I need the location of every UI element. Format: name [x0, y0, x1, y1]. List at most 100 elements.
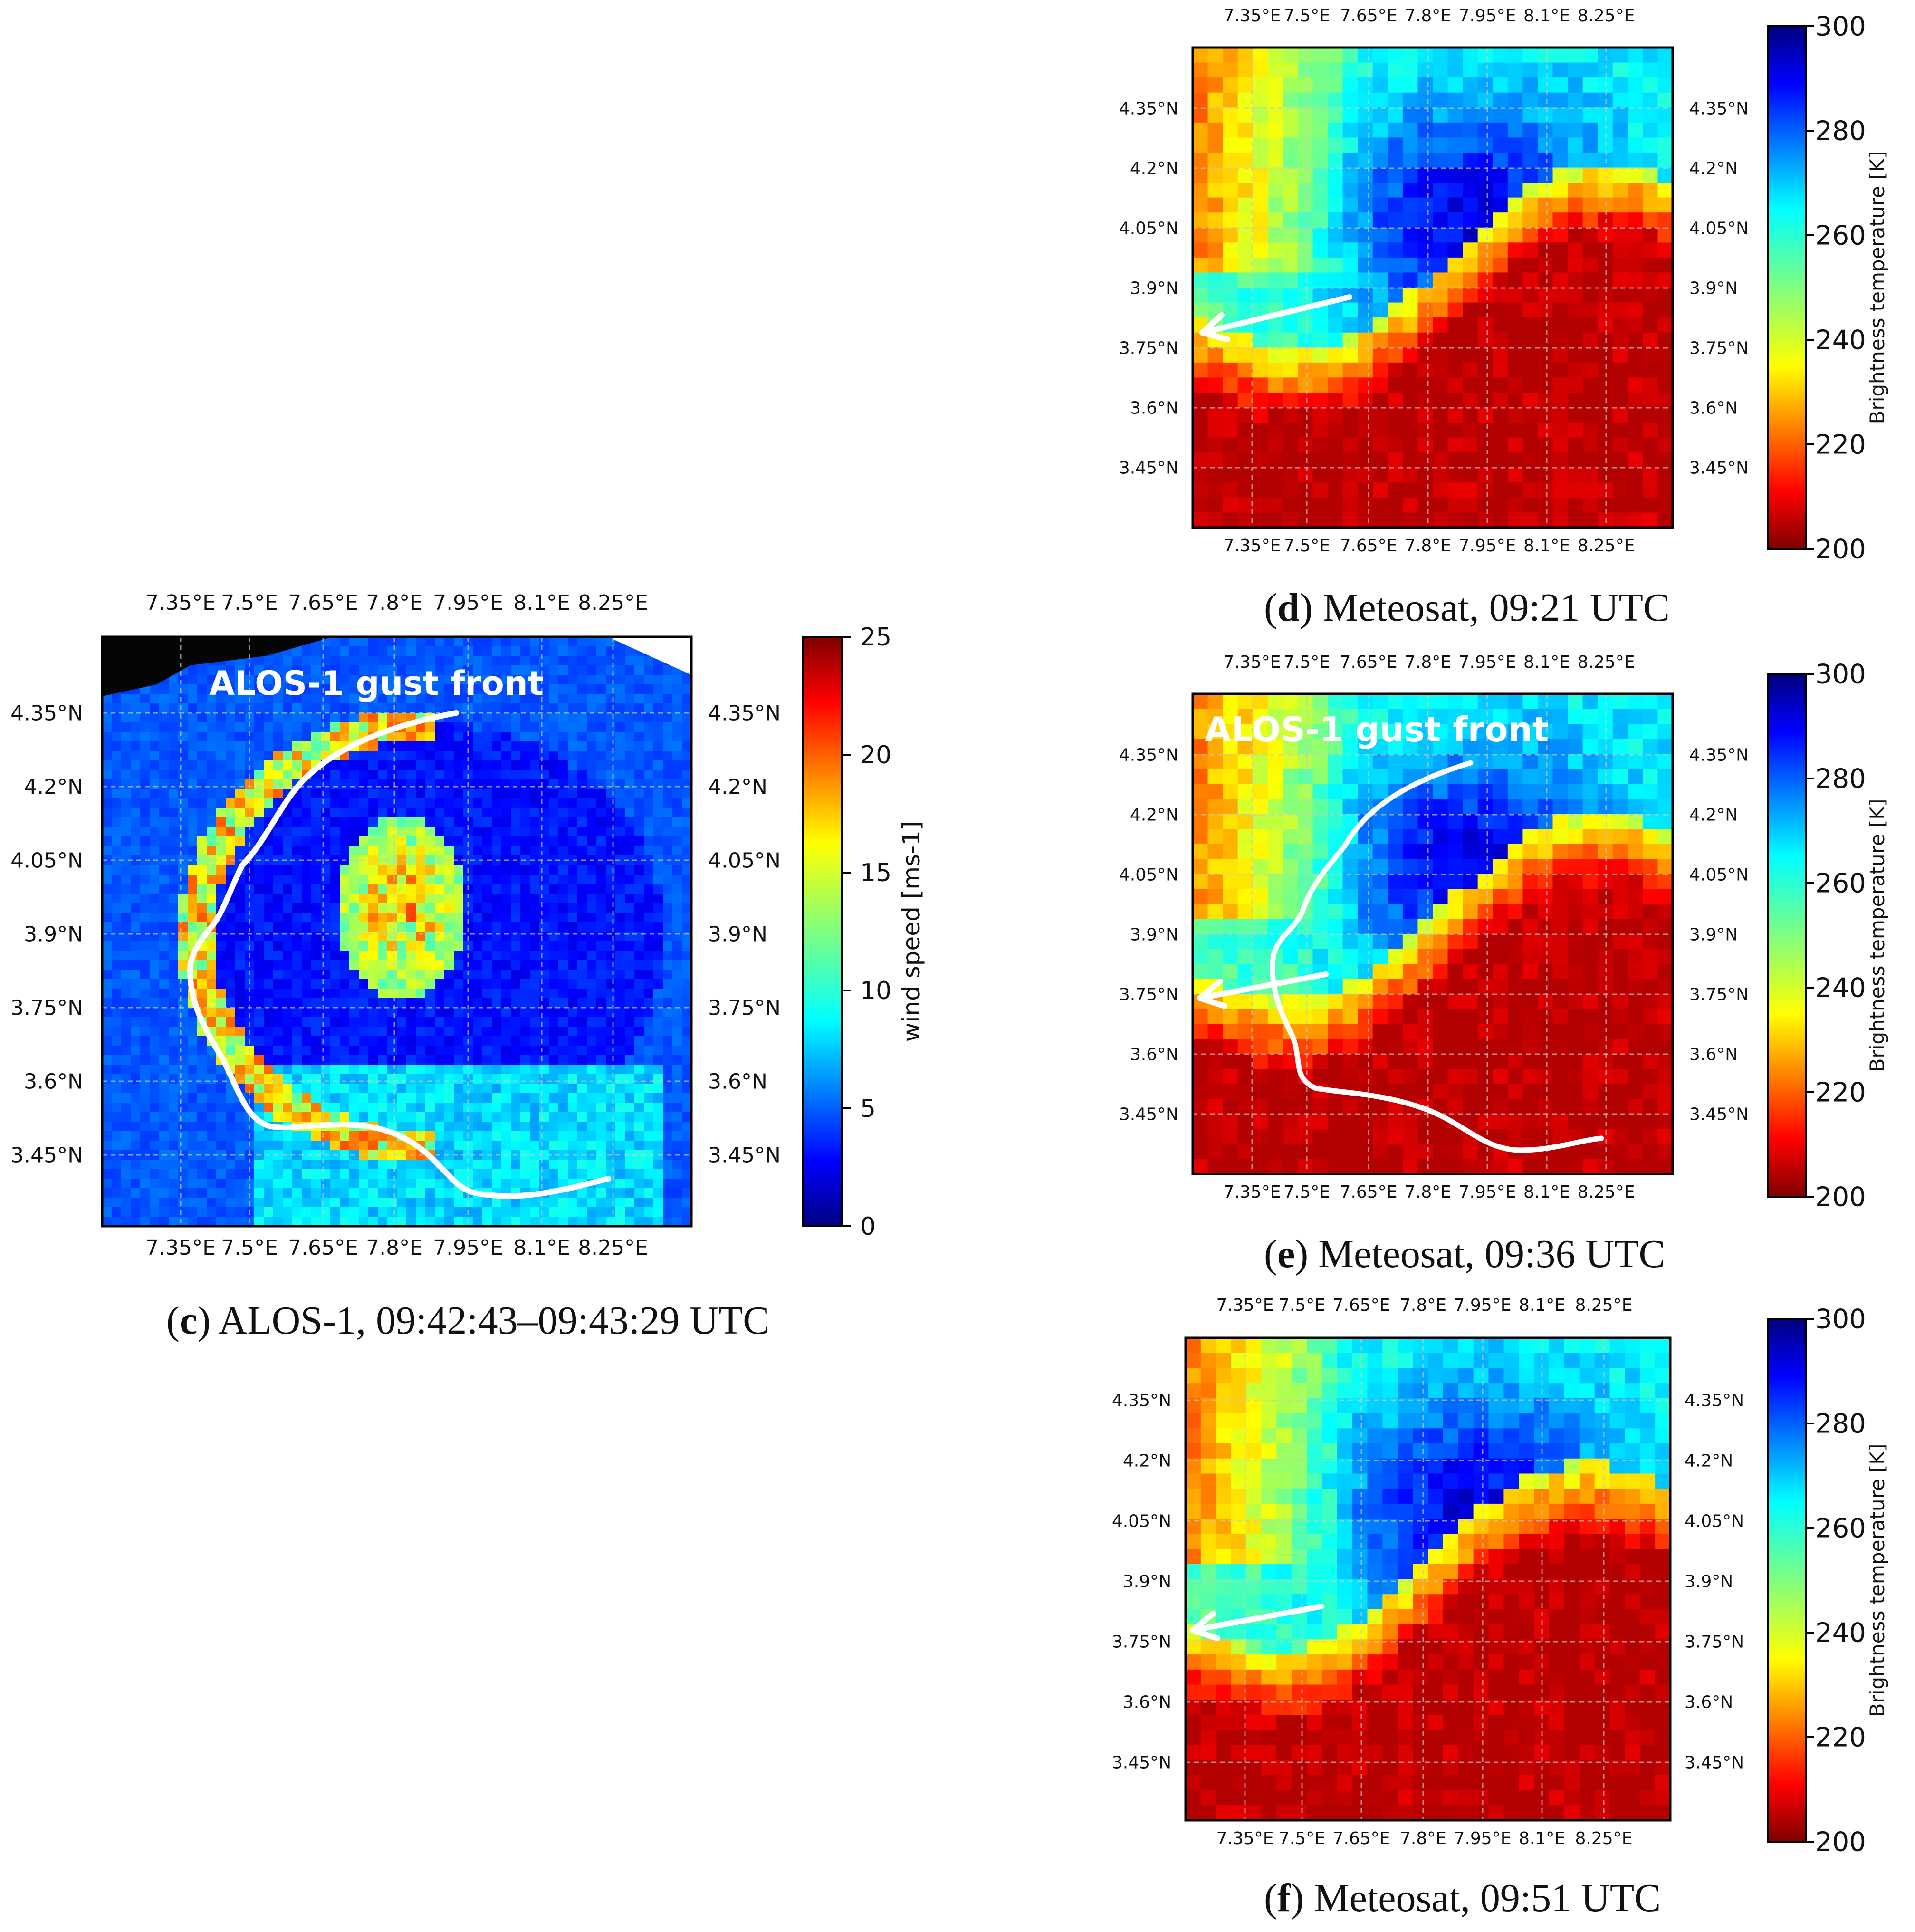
heatmap-cell [530, 846, 540, 856]
heatmap-cell [492, 1008, 502, 1018]
heatmap-cell [530, 1207, 540, 1217]
heatmap-cell [140, 1074, 150, 1084]
heatmap-cell [340, 684, 350, 694]
heatmap-cell [397, 960, 407, 970]
heatmap-cell [311, 951, 321, 961]
heatmap-cell [207, 1055, 217, 1065]
heatmap-cell [501, 675, 511, 685]
heatmap-cell [1297, 62, 1313, 78]
heatmap-cell [397, 913, 407, 923]
heatmap-cell [349, 941, 359, 951]
heatmap-cell [606, 1122, 616, 1132]
heatmap-cell [596, 1122, 606, 1132]
heatmap-cell [387, 703, 397, 713]
heatmap-cell [359, 637, 369, 647]
heatmap-cell [188, 703, 198, 713]
heatmap-cell [634, 1103, 644, 1113]
heatmap-cell [539, 798, 549, 808]
heatmap-cell [644, 903, 654, 913]
heatmap-cell [1402, 452, 1418, 468]
heatmap-cell [1582, 482, 1599, 498]
heatmap-cell [682, 770, 691, 780]
heatmap-cell [1388, 362, 1403, 378]
heatmap-cell [634, 1217, 644, 1226]
heatmap-cell [596, 979, 606, 989]
heatmap-cell [1642, 377, 1658, 393]
heatmap-cell [530, 913, 540, 923]
heatmap-cell [311, 903, 321, 913]
heatmap-cell [406, 1122, 416, 1132]
heatmap-cell [216, 1217, 226, 1226]
heatmap-cell [1537, 437, 1553, 453]
heatmap-cell [1537, 152, 1553, 168]
heatmap-cell [1612, 227, 1628, 243]
heatmap-cell [302, 1217, 312, 1226]
heatmap-cell [520, 1122, 530, 1132]
heatmap-cell [549, 808, 559, 818]
heatmap-cell [340, 1046, 350, 1056]
heatmap-cell [1552, 332, 1569, 348]
heatmap-cell [454, 1198, 464, 1208]
heatmap-cell [321, 1008, 331, 1018]
heatmap-cell [473, 1065, 483, 1075]
heatmap-cell [1463, 107, 1478, 123]
heatmap-cell [577, 779, 587, 789]
heatmap-cell [1628, 288, 1643, 303]
heatmap-cell [1477, 362, 1494, 378]
heatmap-cell [511, 836, 521, 846]
heatmap-cell [178, 1008, 188, 1018]
heatmap-cell [625, 884, 635, 894]
heatmap-cell [1552, 48, 1569, 63]
heatmap-cell [416, 827, 426, 837]
heatmap-cell [387, 1036, 397, 1046]
heatmap-cell [1402, 227, 1418, 243]
heatmap-cell [634, 1084, 644, 1094]
heatmap-cell [672, 827, 682, 837]
heatmap-cell [1507, 137, 1523, 153]
heatmap-cell [454, 760, 464, 770]
heatmap-cell [254, 808, 264, 818]
heatmap-cell [226, 1169, 236, 1179]
heatmap-cell [596, 665, 606, 675]
heatmap-cell [1463, 242, 1478, 258]
heatmap-cell [1582, 332, 1599, 348]
heatmap-cell [235, 694, 245, 704]
heatmap-cell [121, 913, 131, 923]
heatmap-cell [577, 865, 587, 875]
heatmap-cell [406, 1112, 416, 1122]
heatmap-cell [1297, 137, 1313, 153]
heatmap-cell [254, 741, 264, 751]
heatmap-cell [207, 1017, 217, 1027]
heatmap-cell [511, 960, 521, 970]
heatmap-cell [1568, 362, 1583, 378]
heatmap-cell [121, 1084, 131, 1094]
heatmap-cell [102, 1027, 112, 1037]
heatmap-cell [349, 1217, 359, 1226]
heatmap-cell [140, 798, 150, 808]
heatmap-cell [501, 732, 511, 742]
heatmap-cell [625, 770, 635, 780]
heatmap-cell [159, 1074, 169, 1084]
heatmap-cell [1628, 257, 1643, 273]
heatmap-cell [112, 1217, 122, 1226]
heatmap-cell [416, 1093, 426, 1103]
heatmap-cell [549, 1017, 559, 1027]
heatmap-cell [539, 1065, 549, 1075]
heatmap-cell [1657, 512, 1673, 528]
heatmap-cell [197, 1141, 207, 1151]
heatmap-cell [1657, 467, 1673, 483]
heatmap-cell [188, 1198, 198, 1208]
heatmap-cell [188, 694, 198, 704]
heatmap-cell [330, 684, 340, 694]
heatmap-cell [197, 1188, 207, 1198]
heatmap-cell [1342, 512, 1359, 528]
heatmap-cell [140, 770, 150, 780]
heatmap-cell [368, 960, 378, 970]
heatmap-cell [169, 836, 179, 846]
heatmap-cell [406, 884, 416, 894]
heatmap-cell [188, 732, 198, 742]
heatmap-cell [416, 903, 426, 913]
heatmap-cell [663, 1169, 673, 1179]
heatmap-cell [644, 1112, 654, 1122]
heatmap-cell [435, 1093, 445, 1103]
